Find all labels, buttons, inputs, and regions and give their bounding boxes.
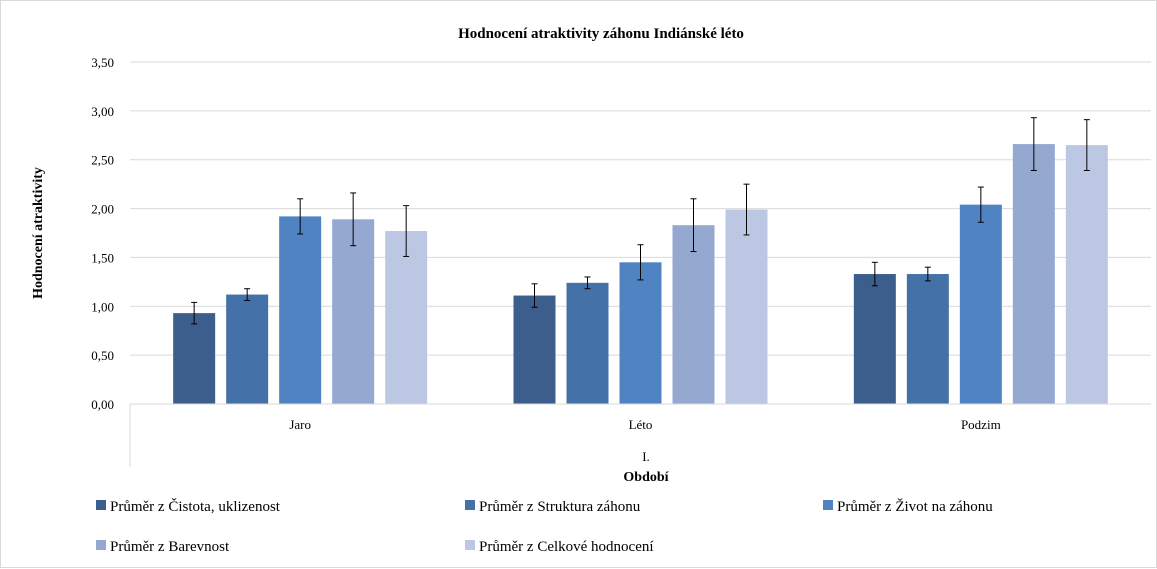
- y-axis-title: Hodnocení atraktivity: [31, 167, 46, 299]
- y-tick-label: 1,50: [91, 250, 114, 265]
- legend-swatch: [823, 500, 833, 510]
- y-tick-label: 3,50: [91, 55, 114, 70]
- bar: [959, 204, 1002, 404]
- legend-label: Průměr z Celkové hodnocení: [479, 539, 654, 555]
- y-tick-label: 2,00: [91, 202, 114, 217]
- bar: [672, 225, 715, 404]
- bars: [173, 144, 1108, 405]
- x-tick-label: Léto: [629, 417, 653, 432]
- bar: [279, 216, 322, 404]
- bar: [513, 295, 556, 404]
- bar: [332, 219, 375, 404]
- y-tick-label: 1,00: [91, 299, 114, 314]
- legend-label: Průměr z Čistota, uklizenost: [110, 498, 281, 515]
- y-tick-label: 0,50: [91, 348, 114, 363]
- legend-swatch: [96, 500, 106, 510]
- legend-swatch: [465, 540, 475, 550]
- bar: [725, 209, 768, 404]
- y-tick-label: 0,00: [91, 397, 114, 412]
- bar: [173, 313, 216, 404]
- x-tick-label: Jaro: [289, 417, 311, 432]
- y-tick-label: 2,50: [91, 153, 114, 168]
- error-bars: [191, 117, 1090, 325]
- bar: [226, 294, 269, 404]
- x-group-label: I.: [642, 449, 650, 464]
- bar: [906, 274, 949, 404]
- chart-title: Hodnocení atraktivity záhonu Indiánské l…: [458, 26, 744, 42]
- bar: [853, 274, 896, 404]
- bar: [1065, 145, 1108, 405]
- legend-label: Průměr z Život na záhonu: [837, 498, 993, 515]
- legend-swatch: [465, 500, 475, 510]
- legend-label: Průměr z Struktura záhonu: [479, 499, 641, 515]
- y-tick-labels: 0,00 0,50 1,00 1,50 2,00 2,50 3,00 3,50: [91, 55, 114, 412]
- bar: [1012, 144, 1055, 404]
- legend-swatch: [96, 540, 106, 550]
- legend-label: Průměr z Barevnost: [110, 539, 230, 555]
- x-tick-labels: Jaro Léto Podzim: [289, 417, 1000, 432]
- bar: [385, 231, 428, 404]
- bar: [566, 282, 609, 404]
- legend: Průměr z Čistota, uklizenost Průměr z Str…: [96, 498, 993, 555]
- x-tick-label: Podzim: [961, 417, 1001, 432]
- bar: [619, 262, 662, 404]
- y-tick-label: 3,00: [91, 104, 114, 119]
- x-axis-title: Období: [623, 470, 669, 485]
